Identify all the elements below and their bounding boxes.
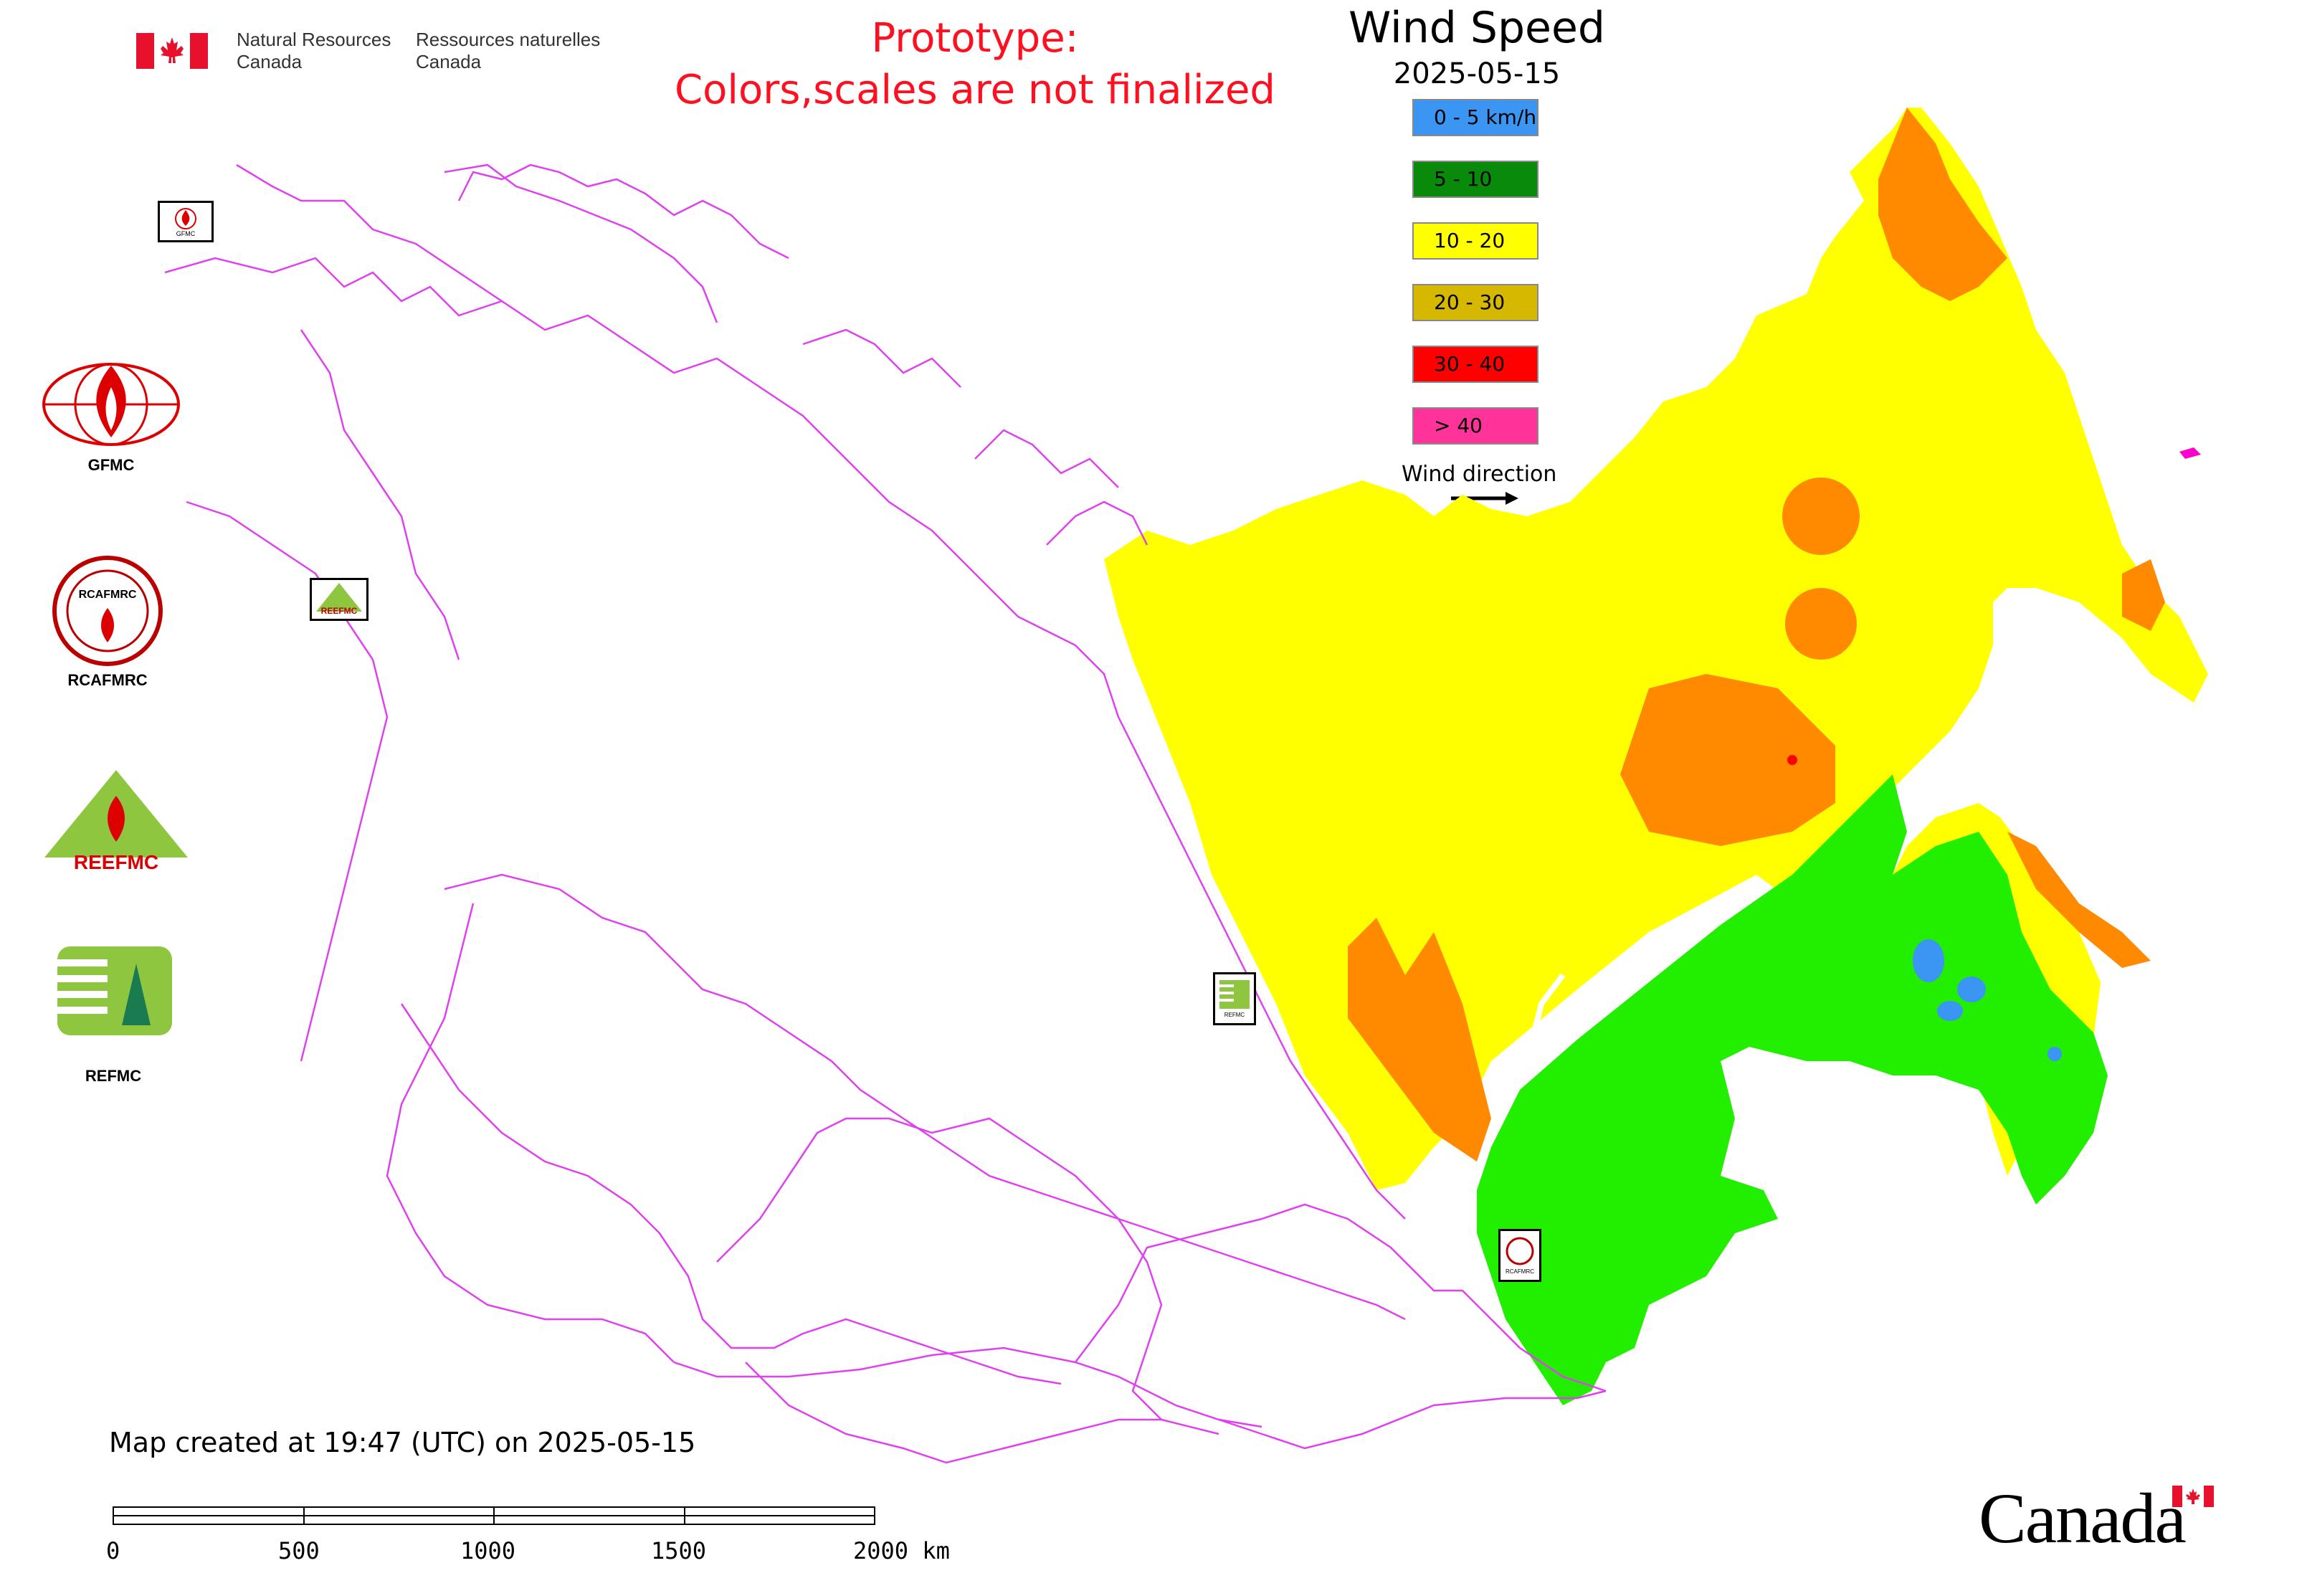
wind-zone-over-40 xyxy=(2179,447,2201,459)
country-boundaries xyxy=(164,163,1607,1464)
scale-tick-0: 0 xyxy=(106,1537,120,1564)
marker-label: REEFMC xyxy=(320,606,358,616)
gov-header: Natural Resources Canada Ressources natu… xyxy=(136,29,602,79)
canada-wordmark-text: Canada xyxy=(1979,1478,2187,1558)
wind-zone-20-30-circle-1 xyxy=(1782,478,1860,555)
refmc-marker-icon xyxy=(1219,980,1250,1009)
wind-zone-0-5-4 xyxy=(2047,1047,2062,1061)
scale-bar: 0 500 1000 1500 2000 km xyxy=(106,1506,968,1577)
logo-reefmc: REEFMC xyxy=(37,767,195,875)
logo-label-gfmc: GFMC xyxy=(87,456,135,474)
legend-item-0-5: 0 - 5 km/h xyxy=(1412,99,1538,136)
dept-name-en-2: Canada xyxy=(237,51,303,72)
legend-item-10-20: 10 - 20 xyxy=(1412,222,1538,260)
marker-rcafmrc[interactable]: RCAFMRC xyxy=(1498,1229,1541,1282)
dept-name-fr-1: Ressources naturelles xyxy=(416,29,601,50)
prototype-notice: Prototype: Colors,scales are not finaliz… xyxy=(660,13,1290,116)
reefmc-emblem-text: REEFMC xyxy=(74,851,158,873)
wind-direction-label: Wind direction xyxy=(1402,462,1557,487)
wind-zone-0-5-2 xyxy=(1957,977,1986,1002)
wind-zone-20-30-east xyxy=(1620,674,1835,846)
scale-bar-graphic xyxy=(113,1506,875,1525)
logo-label-refmc: REFMC xyxy=(85,1067,142,1085)
rcafmrc-marker-icon xyxy=(1506,1237,1534,1265)
marker-label: REFMC xyxy=(1224,1012,1245,1018)
legend-label: 10 - 20 xyxy=(1434,229,1506,252)
prototype-line-2: Colors,scales are not finalized xyxy=(675,67,1275,113)
scale-tick-1500: 1500 xyxy=(651,1537,707,1564)
legend-item-5-10: 5 - 10 xyxy=(1412,161,1538,198)
legend-item-20-30: 20 - 30 xyxy=(1412,284,1538,321)
river-ob xyxy=(1503,973,1566,1091)
wind-zone-0-5-1 xyxy=(1913,939,1944,982)
legend-label: > 40 xyxy=(1434,414,1483,437)
wind-zone-30-40 xyxy=(1787,755,1797,765)
legend-item-over-40: > 40 xyxy=(1412,407,1538,445)
reefmc-emblem-icon: REEFMC xyxy=(44,770,188,873)
legend-item-30-40: 30 - 40 xyxy=(1412,346,1538,383)
canada-flag-icon xyxy=(136,33,208,69)
legend-label: 20 - 30 xyxy=(1434,290,1506,314)
wind-zone-20-30-circle-2 xyxy=(1785,588,1857,660)
logo-label-rcafmrc: RCAFMRC xyxy=(67,671,148,689)
canada-wordmark: Canada xyxy=(1979,1477,2222,1570)
marker-label: RCAFMRC xyxy=(1506,1268,1534,1275)
map-created-text: Map created at 19:47 (UTC) on 2025-05-15 xyxy=(109,1427,696,1458)
gfmc-globe-icon xyxy=(42,363,180,446)
wind-zone-20-30-north xyxy=(1878,108,2007,301)
dept-name-fr-2: Canada xyxy=(416,51,482,72)
logo-gfmc: GFMC xyxy=(39,358,183,480)
prototype-line-1: Prototype: xyxy=(871,15,1079,62)
legend-label: 30 - 40 xyxy=(1434,352,1506,376)
map-date: 2025-05-15 xyxy=(1393,57,1561,90)
wind-zone-20-30-island xyxy=(2007,832,2151,968)
marker-reefmc[interactable]: REEFMC xyxy=(310,578,368,621)
legend-label: 0 - 5 km/h xyxy=(1434,105,1537,129)
map-title: Wind Speed xyxy=(1349,3,1605,53)
marker-refmc[interactable]: REFMC xyxy=(1213,972,1256,1025)
wind-zone-0-5-3 xyxy=(1937,1001,1963,1021)
marker-gfmc[interactable]: GFMC xyxy=(158,201,214,242)
rcafmrc-seal-icon: RCAFMRC xyxy=(52,556,163,666)
logo-rcafmrc: RCAFMRC RCAFMRC xyxy=(50,554,172,697)
legend-label: 5 - 10 xyxy=(1434,167,1493,191)
refmc-emblem-icon xyxy=(57,946,172,1035)
scale-tick-500: 500 xyxy=(278,1537,320,1564)
wind-zone-20-30-southwest xyxy=(1348,918,1491,1162)
scale-tick-1000: 1000 xyxy=(460,1537,516,1564)
canada-wordmark-flag-icon xyxy=(2172,1486,2214,1507)
wind-zone-5-10 xyxy=(1477,774,2108,1405)
wind-zone-20-30-coast xyxy=(2122,559,2165,631)
scale-tick-2000: 2000 km xyxy=(853,1537,950,1564)
dept-name-en-1: Natural Resources xyxy=(237,29,391,50)
logo-refmc: REFMC xyxy=(57,946,179,1090)
flame-icon xyxy=(175,208,196,229)
rcafmrc-seal-text: RCAFMRC xyxy=(79,589,137,601)
reefmc-marker-icon xyxy=(316,583,362,612)
marker-label: GFMC xyxy=(176,230,196,237)
